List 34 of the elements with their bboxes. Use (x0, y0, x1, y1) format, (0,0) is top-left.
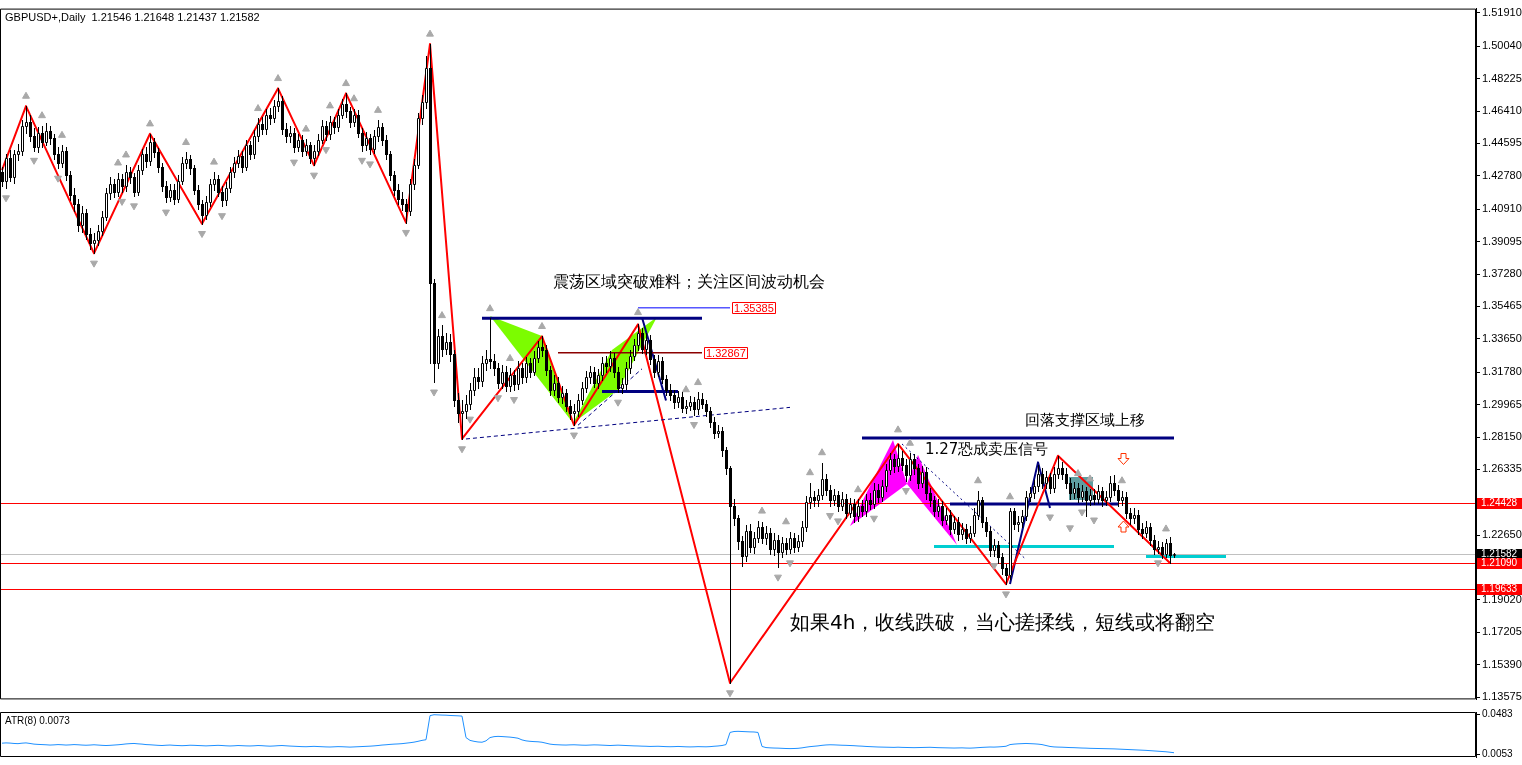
annotation: 震荡区域突破难料；关注区间波动机会 (553, 272, 826, 292)
y-tick-label: 1.19020 (1482, 593, 1522, 606)
y-tick-label: 1.31780 (1482, 365, 1522, 378)
y-tick-label: 1.42780 (1482, 168, 1522, 181)
y-tick-label: 1.17205 (1482, 625, 1522, 638)
y-tick-label: 1.35465 (1482, 299, 1522, 312)
y-tick-label: 1.13575 (1482, 690, 1522, 703)
y-tick-label: 1.46410 (1482, 104, 1522, 117)
y-tick-label: 1.44595 (1482, 136, 1522, 149)
y-tick-label: 1.37280 (1482, 267, 1522, 280)
y-tick-label: 1.29965 (1482, 397, 1522, 410)
ref-line-label: 1.21090 (1481, 557, 1518, 569)
ref-line-label: 1.19633 (1481, 583, 1518, 595)
y-tick-label: 1.50040 (1482, 39, 1522, 52)
annotation: 如果4h，收线跌破，当心搓揉线，短线或将翻空 (789, 609, 1216, 634)
y-tick-label: 1.15390 (1482, 657, 1522, 670)
y-tick-label: 1.39095 (1482, 234, 1522, 247)
ref-line-label: 1.21582 (1481, 548, 1518, 560)
y-tick-label: 0.0053 (1482, 748, 1514, 760)
y-tick-label: 1.51910 (1482, 5, 1522, 18)
y-tick-label: 1.26335 (1482, 462, 1522, 475)
data-label: 1.32867 (706, 346, 746, 359)
ref-line-label: 1.24428 (1481, 497, 1518, 509)
y-tick-label: 1.48225 (1482, 71, 1522, 84)
y-tick-label: 1.22650 (1482, 528, 1522, 541)
chart-title: ATR(8) 0.0073 (5, 714, 71, 726)
annotation: 1.27恐成卖压信号 (925, 439, 1049, 458)
y-tick-label: 1.40910 (1482, 202, 1522, 215)
y-tick-label: 1.28150 (1482, 430, 1522, 443)
chart-title: GBPUSD+,Daily 1.21546 1.21648 1.21437 1.21582 (5, 10, 260, 23)
y-tick-label: 1.33650 (1482, 331, 1522, 344)
data-label: 1.35385 (734, 301, 774, 314)
y-tick-label: 0.0483 (1482, 708, 1514, 720)
annotation: 回落支撑区域上移 (1024, 410, 1145, 429)
